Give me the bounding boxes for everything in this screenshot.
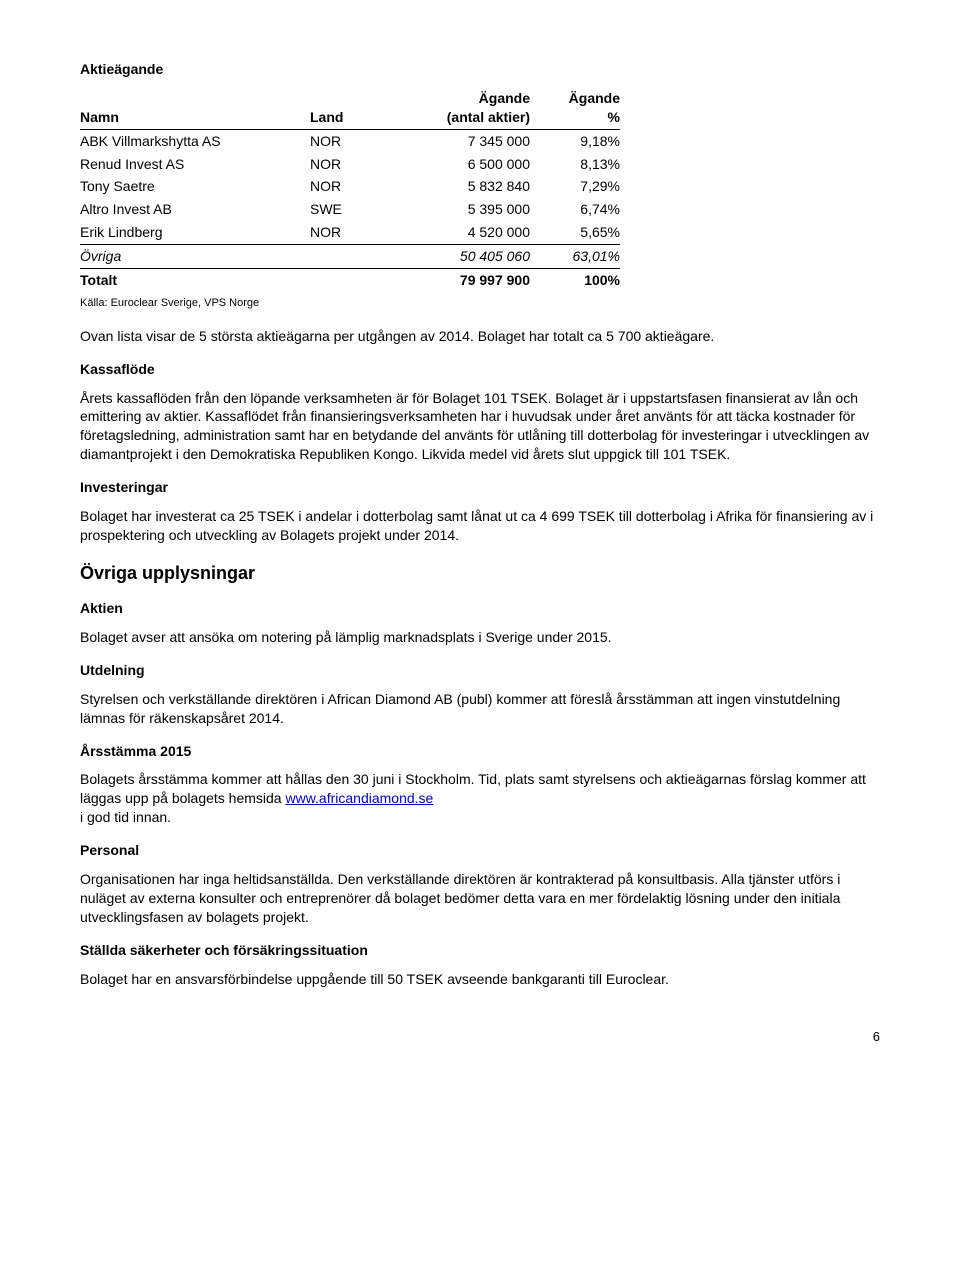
cell-pct: 6,74% (530, 198, 620, 221)
cell-name: Altro Invest AB (80, 198, 310, 221)
table-source: Källa: Euroclear Sverige, VPS Norge (80, 296, 880, 311)
ovriga-upplysningar-heading: Övriga upplysningar (80, 561, 880, 585)
cell-name: Erik Lindberg (80, 221, 310, 244)
th-pct-l1: Ägande (569, 90, 620, 106)
cell-shares: 50 405 060 (390, 245, 530, 269)
section-title-shareholding: Aktieägande (80, 60, 880, 79)
table-row: Altro Invest ABSWE5 395 0006,74% (80, 198, 620, 221)
arsstamma-text: Bolagets årsstämma kommer att hållas den… (80, 770, 880, 827)
th-land: Land (310, 87, 390, 129)
cell-land (310, 245, 390, 269)
th-shares-l1: Ägande (479, 90, 530, 106)
aktien-text: Bolaget avser att ansöka om notering på … (80, 628, 880, 647)
table-row: Renud Invest ASNOR6 500 0008,13% (80, 153, 620, 176)
th-name: Namn (80, 87, 310, 129)
aktien-title: Aktien (80, 599, 880, 618)
th-shares: Ägande (antal aktier) (390, 87, 530, 129)
th-shares-l2: (antal aktier) (447, 109, 530, 125)
arsstamma-text-before: Bolagets årsstämma kommer att hållas den… (80, 771, 866, 806)
investeringar-text: Bolaget har investerat ca 25 TSEK i ande… (80, 507, 880, 545)
utdelning-title: Utdelning (80, 661, 880, 680)
cell-shares: 5 832 840 (390, 175, 530, 198)
cell-land: SWE (310, 198, 390, 221)
page-number: 6 (80, 1028, 880, 1046)
utdelning-text: Styrelsen och verkställande direktören i… (80, 690, 880, 728)
table-intro-text: Ovan lista visar de 5 största aktieägarn… (80, 327, 880, 346)
shareholders-table: Namn Land Ägande (antal aktier) Ägande %… (80, 87, 620, 292)
cell-pct: 100% (530, 269, 620, 292)
cell-land (310, 269, 390, 292)
shareholders-tbody: ABK Villmarkshytta ASNOR7 345 0009,18%Re… (80, 129, 620, 292)
arsstamma-text-after: i god tid innan. (80, 809, 171, 825)
cell-name: Renud Invest AS (80, 153, 310, 176)
cell-shares: 6 500 000 (390, 153, 530, 176)
cell-land: NOR (310, 153, 390, 176)
cell-shares: 7 345 000 (390, 129, 530, 152)
cell-land: NOR (310, 175, 390, 198)
table-row-totalt: Totalt 79 997 900100% (80, 269, 620, 292)
cell-name: Totalt (80, 269, 310, 292)
sakerheter-title: Ställda säkerheter och försäkringssituat… (80, 941, 880, 960)
investeringar-title: Investeringar (80, 478, 880, 497)
table-row: Erik LindbergNOR4 520 0005,65% (80, 221, 620, 244)
cell-name: Tony Saetre (80, 175, 310, 198)
kassaflode-text: Årets kassaflöden från den löpande verks… (80, 389, 880, 465)
cell-name: ABK Villmarkshytta AS (80, 129, 310, 152)
cell-pct: 7,29% (530, 175, 620, 198)
arsstamma-title: Årsstämma 2015 (80, 742, 880, 761)
cell-pct: 9,18% (530, 129, 620, 152)
kassaflode-title: Kassaflöde (80, 360, 880, 379)
th-pct: Ägande % (530, 87, 620, 129)
personal-title: Personal (80, 841, 880, 860)
cell-shares: 79 997 900 (390, 269, 530, 292)
arsstamma-link[interactable]: www.africandiamond.se (285, 790, 433, 806)
cell-pct: 5,65% (530, 221, 620, 244)
table-row-ovriga: Övriga 50 405 06063,01% (80, 245, 620, 269)
cell-pct: 63,01% (530, 245, 620, 269)
cell-shares: 4 520 000 (390, 221, 530, 244)
table-row: Tony SaetreNOR5 832 8407,29% (80, 175, 620, 198)
th-pct-l2: % (608, 109, 620, 125)
cell-shares: 5 395 000 (390, 198, 530, 221)
table-row: ABK Villmarkshytta ASNOR7 345 0009,18% (80, 129, 620, 152)
cell-name: Övriga (80, 245, 310, 269)
cell-land: NOR (310, 129, 390, 152)
cell-pct: 8,13% (530, 153, 620, 176)
cell-land: NOR (310, 221, 390, 244)
personal-text: Organisationen har inga heltidsanställda… (80, 870, 880, 927)
sakerheter-text: Bolaget har en ansvarsförbindelse uppgåe… (80, 970, 880, 989)
